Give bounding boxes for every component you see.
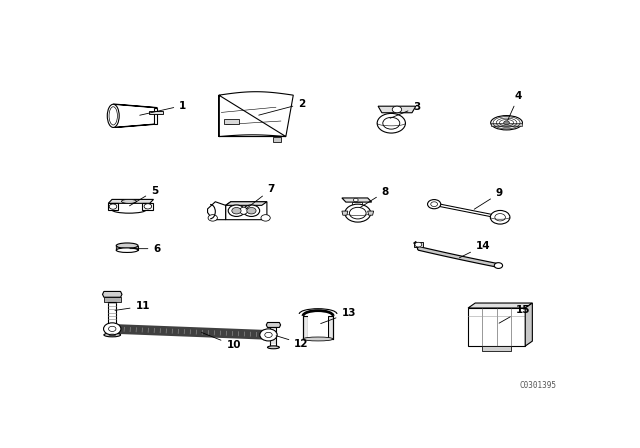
- Circle shape: [428, 199, 441, 209]
- Text: 12: 12: [276, 336, 308, 349]
- Polygon shape: [102, 292, 122, 297]
- Polygon shape: [342, 198, 372, 202]
- Circle shape: [377, 113, 405, 133]
- Polygon shape: [108, 199, 154, 203]
- Polygon shape: [328, 316, 333, 339]
- Polygon shape: [308, 316, 328, 339]
- Polygon shape: [104, 297, 120, 302]
- Text: C0301395: C0301395: [519, 381, 556, 390]
- Circle shape: [243, 205, 260, 216]
- Text: 15: 15: [499, 305, 530, 323]
- Polygon shape: [224, 119, 239, 125]
- Circle shape: [247, 207, 256, 214]
- Ellipse shape: [268, 346, 280, 349]
- Text: 4: 4: [508, 91, 522, 120]
- Polygon shape: [378, 106, 416, 113]
- Polygon shape: [266, 323, 280, 327]
- Ellipse shape: [303, 337, 333, 341]
- Ellipse shape: [240, 207, 248, 214]
- Text: 10: 10: [202, 332, 241, 350]
- Text: 1: 1: [140, 100, 186, 115]
- Ellipse shape: [122, 199, 136, 203]
- Polygon shape: [525, 303, 532, 346]
- Polygon shape: [226, 202, 267, 205]
- Polygon shape: [352, 202, 362, 207]
- Text: 2: 2: [259, 99, 305, 115]
- Ellipse shape: [491, 116, 522, 130]
- Polygon shape: [108, 203, 118, 210]
- Ellipse shape: [116, 243, 138, 248]
- Circle shape: [144, 204, 152, 209]
- Text: 13: 13: [321, 308, 356, 323]
- Circle shape: [392, 106, 402, 113]
- Circle shape: [208, 215, 218, 221]
- Circle shape: [261, 215, 270, 221]
- Polygon shape: [116, 246, 138, 250]
- Polygon shape: [483, 346, 511, 351]
- Polygon shape: [468, 308, 525, 346]
- Text: 8: 8: [360, 187, 389, 207]
- Polygon shape: [468, 303, 532, 308]
- Circle shape: [232, 207, 241, 214]
- Circle shape: [109, 204, 116, 209]
- Polygon shape: [142, 202, 152, 210]
- Circle shape: [260, 329, 277, 341]
- Text: 7: 7: [246, 184, 275, 209]
- Ellipse shape: [116, 248, 138, 253]
- Circle shape: [228, 205, 244, 216]
- Text: 9: 9: [474, 189, 503, 209]
- Circle shape: [353, 198, 358, 202]
- Polygon shape: [273, 137, 281, 142]
- Text: 6: 6: [130, 244, 161, 254]
- Circle shape: [494, 263, 502, 268]
- Text: 5: 5: [129, 186, 158, 206]
- Circle shape: [104, 323, 121, 335]
- Polygon shape: [154, 108, 157, 124]
- Polygon shape: [342, 211, 348, 215]
- Polygon shape: [413, 242, 423, 247]
- Circle shape: [490, 211, 510, 224]
- Polygon shape: [149, 111, 163, 114]
- Circle shape: [415, 242, 422, 247]
- Ellipse shape: [104, 333, 120, 337]
- Polygon shape: [303, 316, 308, 339]
- Ellipse shape: [108, 104, 119, 127]
- Polygon shape: [368, 211, 374, 215]
- Polygon shape: [271, 327, 276, 347]
- Polygon shape: [207, 202, 226, 220]
- Circle shape: [345, 204, 371, 222]
- Polygon shape: [113, 124, 157, 127]
- Text: 14: 14: [460, 241, 490, 258]
- Polygon shape: [226, 202, 267, 220]
- Text: 3: 3: [390, 102, 420, 118]
- Polygon shape: [219, 92, 293, 137]
- Polygon shape: [491, 123, 522, 126]
- Text: 11: 11: [115, 301, 150, 311]
- Polygon shape: [108, 302, 116, 335]
- Circle shape: [504, 121, 509, 125]
- Polygon shape: [113, 104, 157, 108]
